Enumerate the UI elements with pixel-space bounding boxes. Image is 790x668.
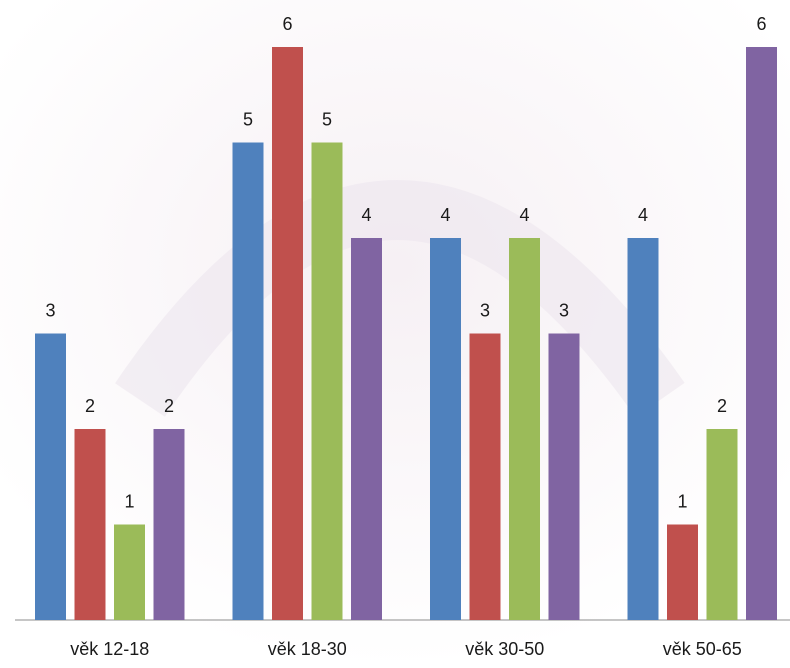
data-label: 6 — [282, 14, 292, 34]
bar — [232, 142, 264, 620]
bar — [430, 238, 461, 620]
x-tick-label: věk 18-30 — [268, 639, 347, 659]
data-label: 1 — [677, 491, 687, 511]
data-label: 2 — [164, 396, 174, 416]
background-decoration — [115, 180, 685, 418]
bar — [114, 524, 145, 620]
bar — [469, 333, 501, 620]
x-tick-label: věk 50-65 — [663, 639, 742, 659]
bar — [74, 429, 106, 620]
bar — [509, 238, 540, 620]
bar — [706, 429, 738, 620]
bar — [627, 238, 659, 620]
bar — [548, 333, 580, 620]
data-label: 5 — [243, 109, 253, 129]
x-tick-label: věk 12-18 — [70, 639, 149, 659]
data-label: 4 — [638, 205, 648, 225]
data-label: 4 — [361, 205, 371, 225]
data-label: 1 — [124, 491, 134, 511]
data-label: 3 — [480, 300, 490, 320]
data-label: 3 — [559, 300, 569, 320]
bar — [311, 142, 343, 620]
data-label: 5 — [322, 109, 332, 129]
data-label: 2 — [85, 396, 95, 416]
bar — [35, 333, 66, 620]
bar — [351, 238, 382, 620]
data-label: 2 — [717, 396, 727, 416]
data-label: 3 — [45, 300, 55, 320]
data-label: 4 — [440, 205, 450, 225]
data-label: 4 — [519, 205, 529, 225]
bar — [746, 47, 777, 620]
bar — [272, 47, 303, 620]
data-label: 6 — [756, 14, 766, 34]
bar — [153, 429, 185, 620]
x-tick-label: věk 30-50 — [465, 639, 544, 659]
bar — [667, 524, 698, 620]
